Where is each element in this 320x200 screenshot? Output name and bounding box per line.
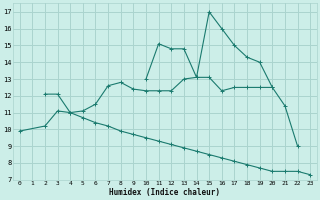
X-axis label: Humidex (Indice chaleur): Humidex (Indice chaleur): [109, 188, 220, 197]
